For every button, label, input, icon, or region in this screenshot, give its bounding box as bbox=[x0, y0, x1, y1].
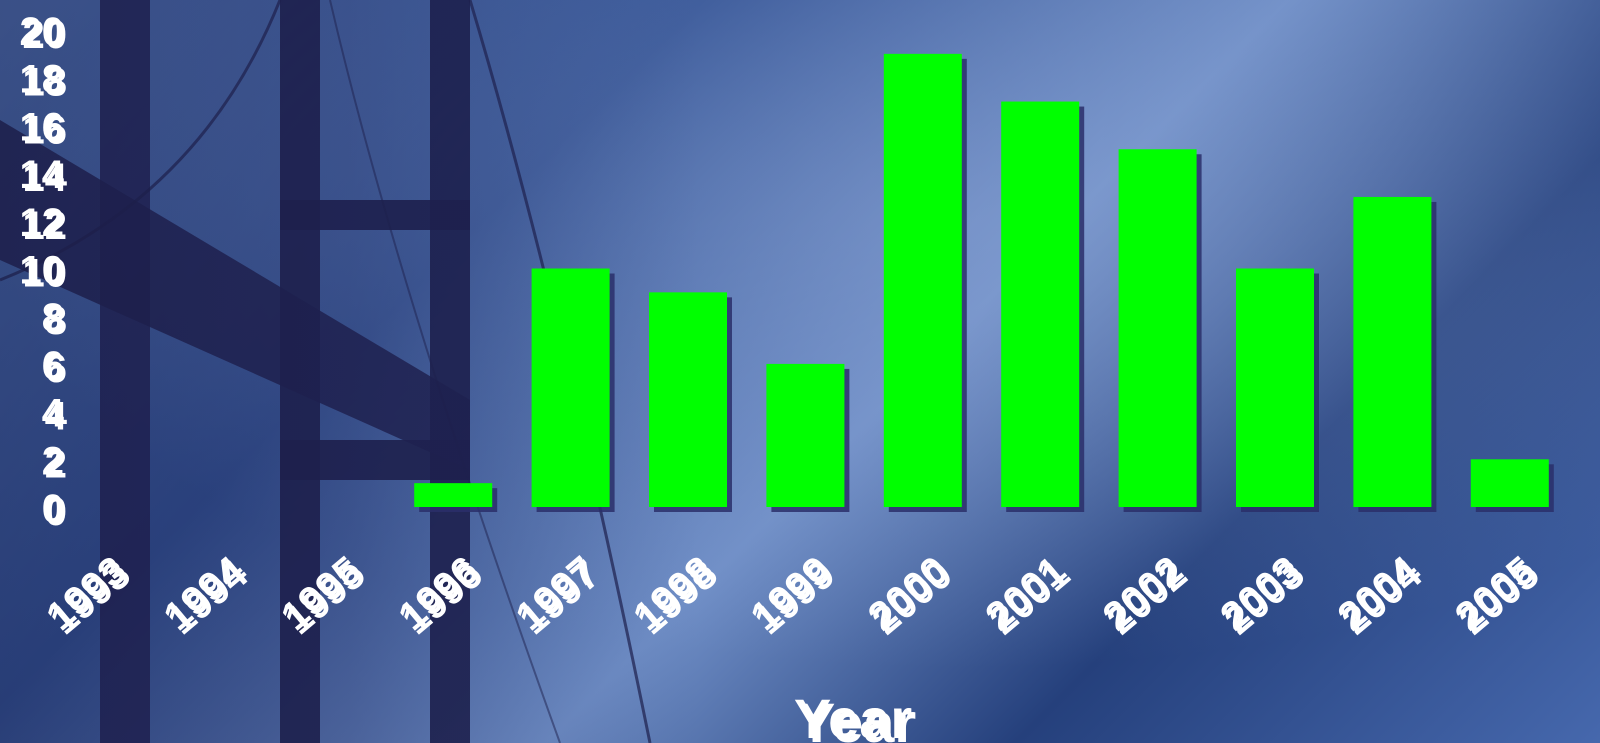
y-tick-label: 16 bbox=[20, 105, 65, 149]
y-tick-label: 18 bbox=[20, 58, 65, 102]
y-tick-label-shadow: 0 bbox=[45, 490, 67, 534]
y-tick-label: 10 bbox=[20, 249, 65, 293]
bars bbox=[414, 53, 1554, 513]
y-tick-label-shadow: 12 bbox=[23, 204, 68, 248]
bar-2005 bbox=[1470, 459, 1549, 507]
y-tick-label-shadow: 20 bbox=[23, 13, 68, 57]
bar-2003 bbox=[1236, 268, 1314, 507]
y-tick-label-shadow: 6 bbox=[45, 347, 67, 391]
y-tick-label: 2 bbox=[42, 439, 64, 483]
y-tick-label-shadow: 2 bbox=[45, 442, 67, 486]
y-tick-label: 8 bbox=[42, 296, 64, 340]
bar-1997 bbox=[531, 268, 610, 507]
bar-2000 bbox=[883, 53, 962, 507]
bar-2001 bbox=[1001, 101, 1080, 508]
x-axis-title: Year bbox=[794, 687, 912, 743]
y-tick-label: 4 bbox=[42, 392, 65, 436]
bar-1999 bbox=[766, 363, 845, 507]
x-axis-title-group: Year Year bbox=[794, 687, 916, 743]
bar-2004 bbox=[1353, 196, 1432, 507]
y-tick-label-shadow: 18 bbox=[23, 61, 68, 105]
bar-2002 bbox=[1118, 149, 1197, 507]
y-tick-label-shadow: 8 bbox=[45, 299, 67, 343]
bar-1996 bbox=[414, 483, 493, 507]
y-tick-label: 20 bbox=[20, 10, 65, 54]
x-axis-title-shadow: Year bbox=[798, 691, 916, 743]
y-tick-label: 0 bbox=[42, 487, 64, 531]
y-tick-label: 14 bbox=[20, 153, 65, 197]
y-tick-label-shadow: 14 bbox=[23, 156, 68, 200]
bar-1998 bbox=[649, 292, 727, 507]
y-tick-label: 6 bbox=[42, 344, 64, 388]
y-tick-label: 12 bbox=[20, 201, 65, 245]
y-tick-label-shadow: 10 bbox=[23, 252, 68, 296]
y-tick-label-shadow: 16 bbox=[23, 108, 68, 152]
y-tick-label-shadow: 4 bbox=[45, 395, 68, 439]
